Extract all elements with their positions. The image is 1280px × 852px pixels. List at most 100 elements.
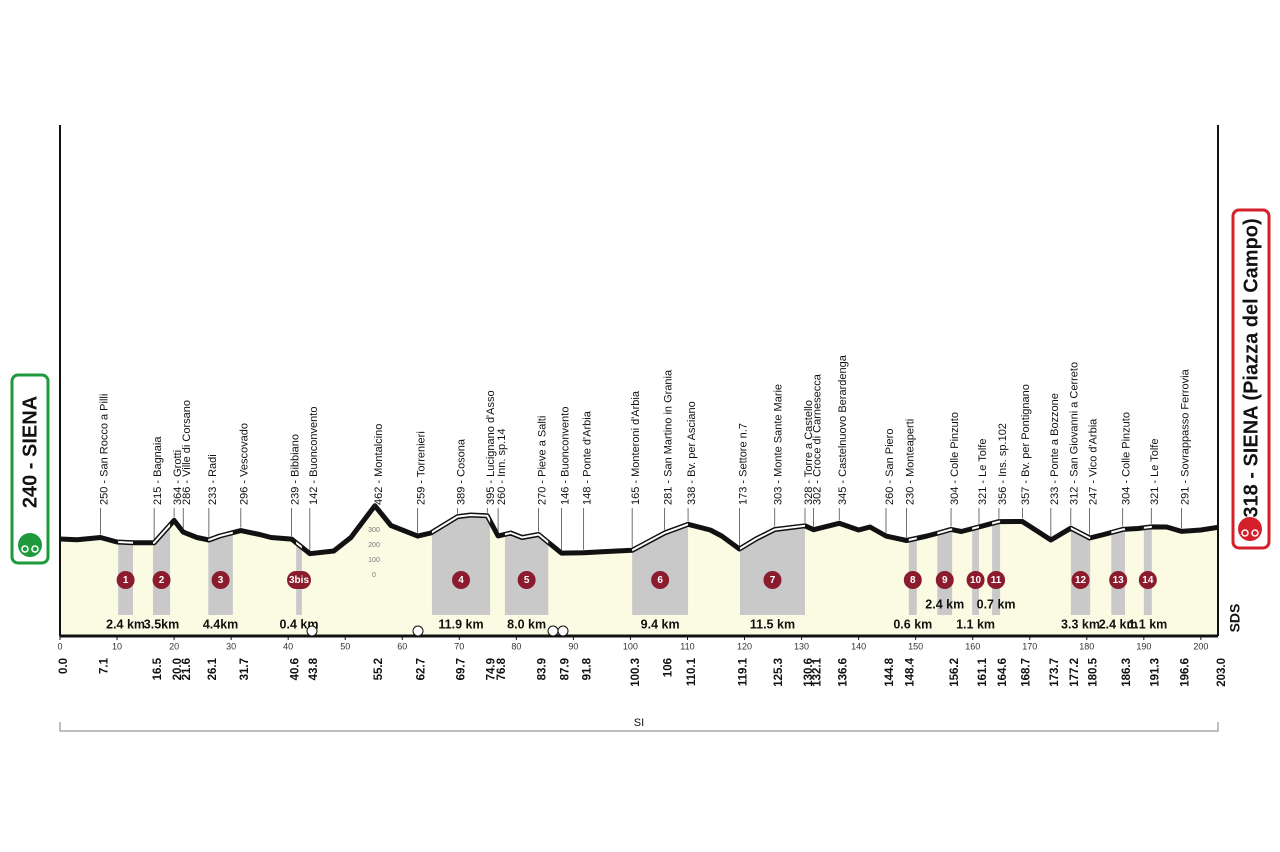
province-bracket [59, 722, 1219, 732]
finish-km-label: 203.0 [1216, 658, 1228, 687]
finish-icon [1241, 529, 1249, 537]
waypoint-km: 191.3 [1149, 658, 1161, 687]
x-tick-label: 40 [283, 641, 293, 651]
waypoint-label: 247 - Vico d'Arbia [1088, 418, 1100, 505]
waypoint-km: 87.9 [559, 658, 571, 680]
x-tick-label: 180 [1079, 641, 1094, 651]
waypoint-km: 83.9 [537, 658, 549, 680]
sector-badge [763, 571, 782, 589]
x-tick-label: 80 [511, 641, 521, 651]
x-tick-label: 10 [112, 641, 122, 651]
waypoint-km: 100.3 [630, 658, 642, 687]
x-tick-label: 130 [794, 641, 809, 651]
waypoint-label: 389 - Cosona [456, 438, 468, 505]
waypoint-km: 55.2 [373, 658, 385, 680]
start-icon [31, 545, 39, 553]
waypoint-label: 462 - Montalcino [373, 424, 385, 505]
waypoint-label: 356 - Ins. sp.102 [997, 423, 1009, 505]
waypoint-label: 146 - Buonconvento [559, 407, 571, 505]
sector-number: 2 [159, 575, 165, 586]
sector-number: 11 [991, 575, 1002, 586]
sector-band [118, 505, 134, 615]
waypoint-label: 321 - Le Tolfe [1149, 439, 1161, 505]
waypoint-km: 164.6 [997, 658, 1009, 687]
sector-badge [211, 571, 230, 589]
sector-number: 14 [1142, 575, 1154, 586]
altitude-tick-label: 200 [368, 542, 380, 549]
waypoint-km: 76.8 [496, 657, 508, 680]
finish-label: 318 - SIENA (Piazza del Campo) [1240, 218, 1262, 517]
sector-number: 3 [218, 575, 224, 586]
waypoint-km: 161.1 [977, 657, 989, 686]
sector-badge [1071, 571, 1090, 589]
x-tick-label: 70 [454, 641, 464, 651]
waypoint-km: 177.2 [1069, 658, 1081, 687]
sector-number: 12 [1075, 575, 1087, 586]
sector-badge [903, 571, 922, 589]
sector-band [992, 505, 1001, 615]
waypoint-label: 312 - San Giovanni a Cerreto [1069, 362, 1081, 505]
x-tick-label: 150 [908, 641, 923, 651]
sector-length: 2.4 km [1099, 617, 1138, 631]
waypoint-km: 106 [663, 658, 675, 677]
waypoint-label: 364 - Grotti [172, 450, 184, 505]
sector-number: 3bis [289, 575, 309, 586]
sector-length: 0.7 km [977, 597, 1016, 611]
waypoint-label: 142 - Buonconvento [308, 407, 320, 505]
sector-length: 9.4 km [641, 617, 680, 631]
waypoint-km: 186.3 [1121, 658, 1133, 687]
waypoint-label: 338 - Bv. per Asciano [686, 401, 698, 505]
x-tick-label: 190 [1136, 641, 1151, 651]
altitude-tick-label: 0 [372, 572, 376, 579]
finish-icon [1251, 529, 1259, 537]
sector-length: 2.4 km [106, 617, 145, 631]
waypoint-label: 215 - Bagnaia [152, 436, 164, 505]
waypoint-label: 233 - Radi [207, 454, 219, 505]
sector-badge [1109, 571, 1128, 589]
start-icon [21, 545, 29, 553]
x-tick-label: 60 [397, 641, 407, 651]
sector-number: 6 [657, 575, 663, 586]
sector-number: 9 [942, 575, 948, 586]
feature-icon [412, 625, 424, 637]
sector-badge [651, 571, 670, 589]
feature-icons [306, 625, 569, 637]
waypoint-label: 302 - Croce di Carnesecca [811, 373, 823, 505]
sector-badge [987, 571, 1006, 589]
waypoint-km: 180.5 [1088, 657, 1100, 686]
waypoint-label: 357 - Bv. per Pontignano [1020, 384, 1032, 505]
waypoint-km: 7.1 [99, 657, 111, 674]
sector-number: 5 [524, 575, 530, 586]
waypoint-label: 345 - Castelnuovo Berardenga [837, 354, 849, 505]
waypoint-km: 62.7 [416, 658, 428, 680]
waypoint-km: 173.7 [1049, 658, 1061, 687]
waypoint-km: 148.4 [905, 657, 917, 686]
x-tick-label: 160 [965, 641, 980, 651]
sector-badge [517, 571, 536, 589]
x-tick-label: 0 [57, 641, 62, 651]
start-icon [18, 533, 42, 557]
waypoint-label: 250 - San Rocco a Pilli [98, 394, 110, 505]
waypoint-km: 132.1 [812, 657, 824, 686]
sector-length: 0.6 km [893, 617, 932, 631]
waypoint-label: 260 - San Piero [884, 429, 896, 505]
waypoint-label: 304 - Colle Pinzuto [1121, 412, 1133, 505]
x-tick-label: 50 [340, 641, 350, 651]
waypoint-label: 328 - Torre a Castello [803, 400, 815, 505]
waypoint-km: 26.1 [207, 657, 219, 680]
waypoint-label: 395 - Lucignano d'Asso [485, 390, 497, 505]
province-label: SI [634, 717, 644, 729]
sector-badge [452, 571, 471, 589]
sector-number: 10 [970, 575, 982, 586]
sector-band [972, 505, 979, 615]
start-km-label: 0.0 [58, 658, 70, 674]
sector-number: 8 [910, 575, 916, 586]
waypoint-label: 281 - San Martino in Grania [663, 369, 675, 505]
start-badge [10, 373, 50, 565]
feature-icon [547, 625, 559, 637]
waypoint-km: 196.6 [1180, 658, 1192, 687]
waypoint-label: 260 - Inn. sp.14 [496, 429, 508, 505]
logo: SDS [1227, 604, 1243, 633]
waypoint-label: 173 - Settore n.7 [737, 423, 749, 505]
